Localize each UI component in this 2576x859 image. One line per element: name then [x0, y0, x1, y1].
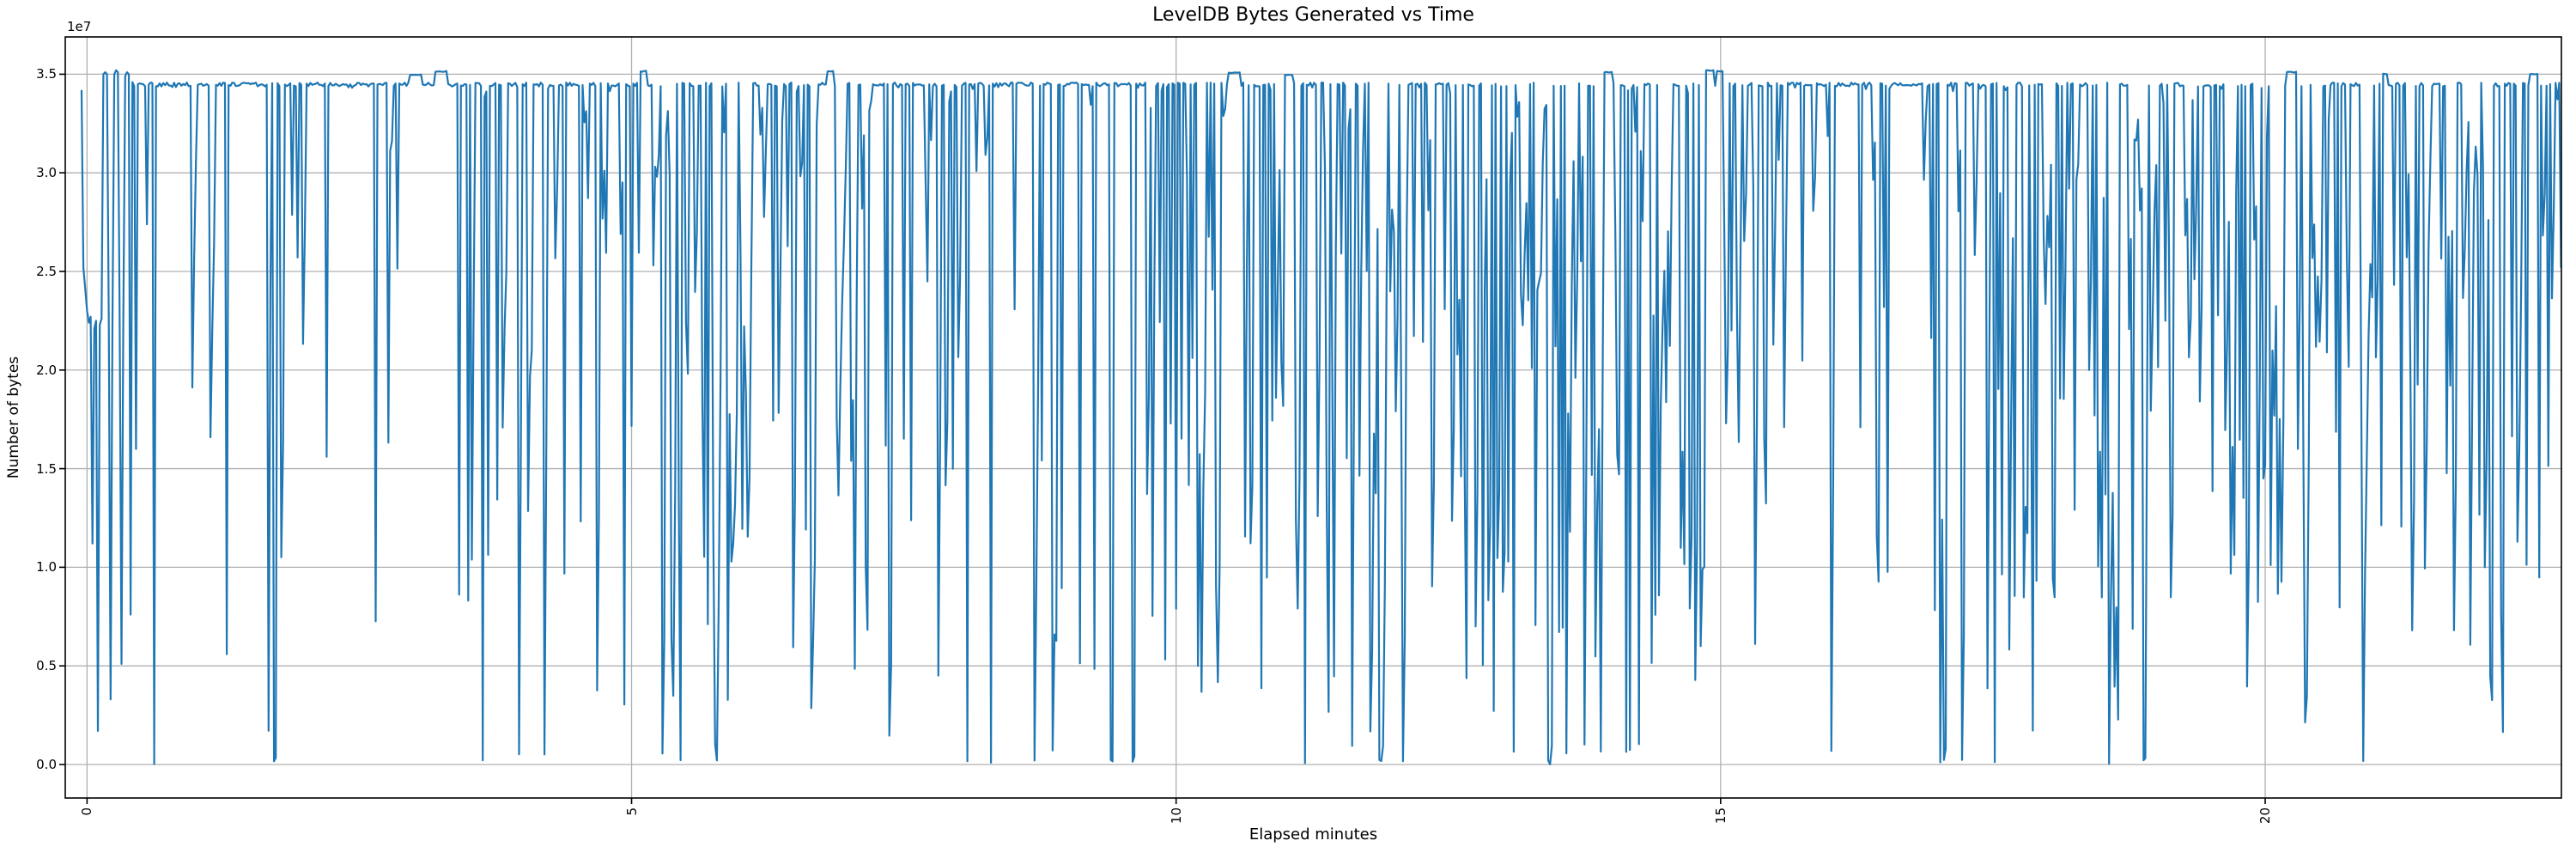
- tick-marks: [59, 73, 2266, 804]
- x-axis-label: Elapsed minutes: [1249, 825, 1378, 844]
- axes-spines: [64, 36, 2562, 799]
- y-axis-label: Number of bytes: [5, 356, 22, 479]
- grid: [65, 37, 2561, 798]
- data-line: [80, 69, 2561, 765]
- chart-title: LevelDB Bytes Generated vs Time: [1152, 4, 1474, 26]
- y-axis-offset-label: 1e7: [67, 19, 92, 34]
